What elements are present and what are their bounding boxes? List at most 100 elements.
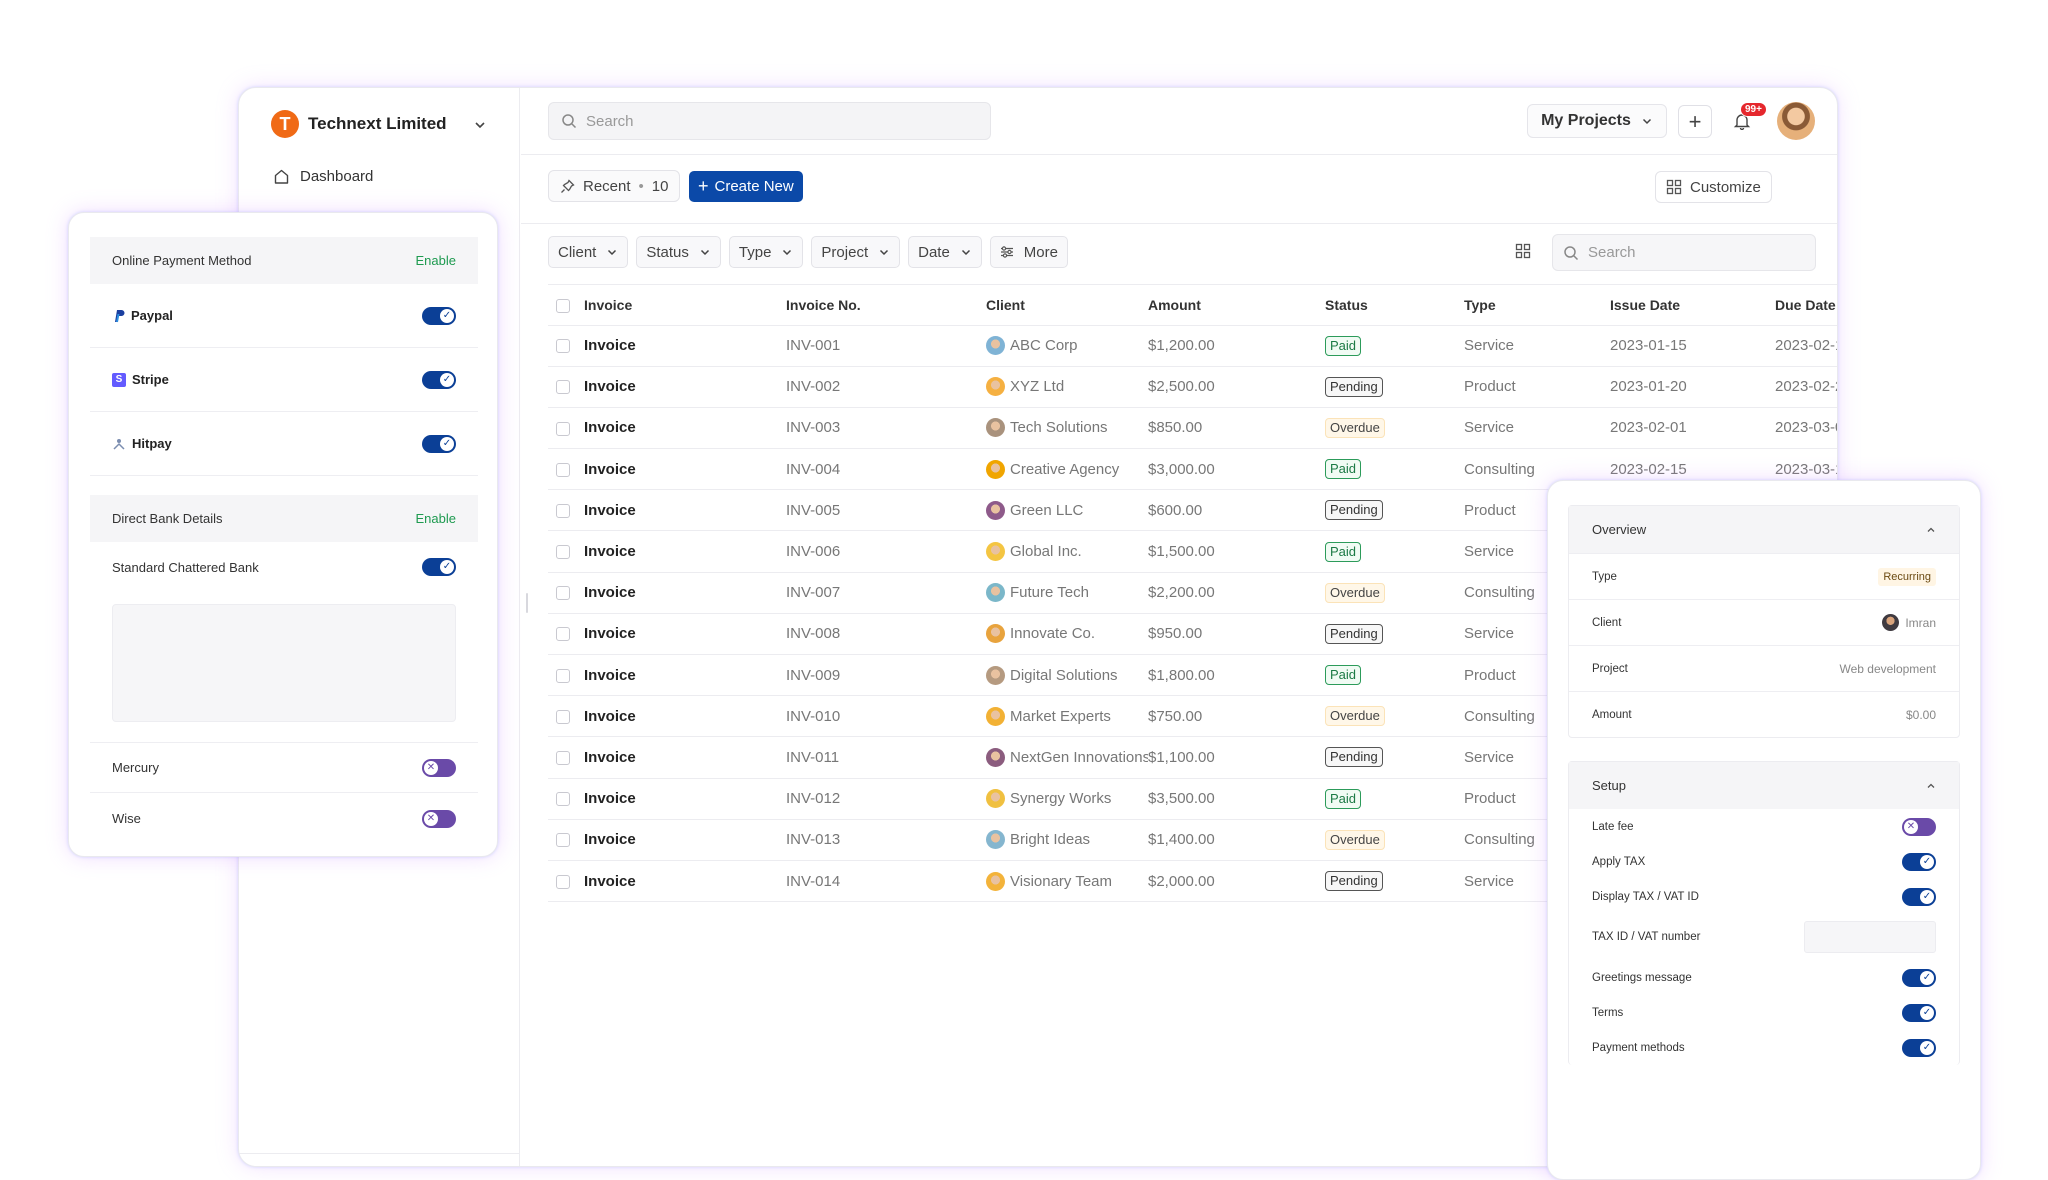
column-header[interactable]: Due Date	[1775, 296, 1836, 313]
type-tag[interactable]: Recurring	[1878, 567, 1936, 586]
row-select-cell[interactable]	[548, 736, 584, 779]
add-button[interactable]: +	[1678, 105, 1712, 138]
row-checkbox[interactable]	[556, 792, 570, 807]
customize-button[interactable]: Customize	[1655, 171, 1772, 203]
avatar	[986, 336, 1005, 356]
avatar	[986, 871, 1005, 891]
overview-header[interactable]: Overview	[1569, 506, 1959, 553]
sidebar-item-dashboard[interactable]: Dashboard	[273, 168, 373, 185]
grid-view-icon[interactable]	[1515, 243, 1531, 259]
filter-type[interactable]: Type	[728, 236, 804, 268]
tax-id-input[interactable]	[1804, 921, 1936, 953]
row-select-cell[interactable]	[548, 653, 584, 696]
row-select-cell[interactable]	[548, 448, 584, 490]
setting-toggle[interactable]: ✓	[1902, 1038, 1936, 1057]
table-search-input[interactable]: Search	[1552, 234, 1816, 271]
row-checkbox[interactable]	[556, 874, 570, 889]
row-checkbox[interactable]	[556, 668, 570, 683]
row-checkbox[interactable]	[556, 380, 570, 395]
row-select-cell[interactable]	[548, 777, 584, 820]
row-checkbox[interactable]	[556, 586, 570, 601]
column-header[interactable]: Status	[1325, 296, 1368, 313]
method-name: Wise	[112, 811, 141, 826]
bank-details-textarea[interactable]	[112, 604, 456, 722]
my-projects-dropdown[interactable]: My Projects	[1527, 104, 1667, 138]
row-select-cell[interactable]	[548, 859, 584, 903]
resize-handle[interactable]	[526, 593, 528, 613]
paypal-toggle[interactable]: ✓	[422, 306, 456, 325]
filter-project[interactable]: Project	[811, 236, 901, 268]
create-new-button[interactable]: + Create New	[689, 171, 803, 202]
row-checkbox[interactable]	[556, 545, 570, 560]
type-cell: Service	[1464, 406, 1610, 449]
client-value[interactable]: Imran	[1882, 614, 1936, 631]
stripe-toggle[interactable]: ✓	[422, 370, 456, 389]
status-cell: Overdue	[1325, 695, 1464, 737]
chevron-down-icon[interactable]	[473, 118, 487, 132]
select-all-cell[interactable]	[548, 285, 584, 325]
filter-client[interactable]: Client	[548, 236, 629, 268]
setup-header[interactable]: Setup	[1569, 762, 1959, 809]
mercury-toggle[interactable]: ✕	[422, 758, 456, 777]
row-checkbox[interactable]	[556, 421, 570, 436]
project-value[interactable]: Web development	[1839, 661, 1936, 676]
row-select-cell[interactable]	[548, 365, 584, 408]
filter-more[interactable]: More	[989, 236, 1068, 268]
setting-toggle[interactable]: ✓	[1902, 852, 1936, 871]
setting-toggle[interactable]: ✕	[1902, 817, 1936, 836]
row-select-cell[interactable]	[548, 695, 584, 737]
row-select-cell[interactable]	[548, 324, 584, 367]
column-header[interactable]: Client	[986, 296, 1025, 313]
layout-grid-icon	[1666, 179, 1682, 195]
enable-online-link[interactable]: Enable	[415, 253, 456, 268]
recent-button[interactable]: Recent • 10	[548, 170, 681, 202]
row-checkbox[interactable]	[556, 462, 570, 477]
column-header[interactable]: Issue Date	[1610, 296, 1681, 313]
table-row[interactable]: Invoice INV-004 Creative Agency $3,000.00 Pa…	[548, 448, 1837, 490]
wise-toggle[interactable]: ✕	[422, 809, 456, 828]
overview-amount-row: Amount $0.00	[1569, 691, 1959, 737]
chevron-down-icon	[608, 249, 617, 256]
select-all-checkbox[interactable]	[556, 298, 570, 313]
column-header[interactable]: Type	[1464, 296, 1496, 313]
invoice-type-cell: Invoice	[584, 365, 786, 408]
setting-toggle[interactable]: ✓	[1902, 1003, 1936, 1022]
row-select-cell[interactable]	[548, 818, 584, 861]
setting-toggle[interactable]: ✓	[1902, 968, 1936, 987]
row-checkbox[interactable]	[556, 709, 570, 724]
filter-status[interactable]: Status	[636, 236, 721, 268]
row-checkbox[interactable]	[556, 751, 570, 765]
org-switcher[interactable]: T Technext Limited	[271, 110, 447, 138]
stripe-label: S Stripe	[112, 372, 169, 387]
table-row[interactable]: Invoice INV-003 Tech Solutions $850.00 Overd…	[548, 406, 1837, 449]
filter-date[interactable]: Date	[908, 236, 982, 268]
table-row[interactable]: Invoice INV-001 ABC Corp $1,200.00 Paid Servi…	[548, 324, 1837, 367]
hitpay-toggle[interactable]: ✓	[422, 434, 456, 453]
payment-methods-panel: Online Payment Method Enable Paypal ✓ S …	[68, 212, 498, 857]
row-checkbox[interactable]	[556, 503, 570, 518]
column-header[interactable]: Invoice No.	[786, 296, 861, 313]
row-label: Project	[1592, 662, 1628, 675]
standard-chartered-toggle[interactable]: ✓	[422, 558, 456, 576]
user-avatar[interactable]	[1777, 102, 1815, 140]
chevron-down-icon	[961, 249, 970, 256]
amount-value[interactable]: $0.00	[1905, 707, 1936, 722]
enable-bank-link[interactable]: Enable	[415, 511, 456, 526]
invoice-type-cell: Invoice	[584, 612, 786, 655]
row-select-cell[interactable]	[548, 489, 584, 531]
row-checkbox[interactable]	[556, 833, 570, 848]
row-select-cell[interactable]	[548, 530, 584, 573]
table-row[interactable]: Invoice INV-013 Bright Ideas $1,400.00 Overd…	[548, 818, 1837, 861]
check-icon: ✓	[1920, 854, 1934, 869]
setting-toggle[interactable]: ✓	[1902, 887, 1936, 906]
setup-row: TAX ID / VAT number	[1569, 914, 1959, 960]
row-checkbox[interactable]	[556, 339, 570, 354]
column-header[interactable]: Invoice	[584, 296, 633, 313]
table-row[interactable]: Invoice INV-002 XYZ Ltd $2,500.00 Pending Pro…	[548, 365, 1837, 408]
global-search-input[interactable]: Search	[548, 102, 991, 140]
column-header[interactable]: Amount	[1148, 296, 1201, 313]
row-checkbox[interactable]	[556, 627, 570, 642]
row-select-cell[interactable]	[548, 571, 584, 614]
row-select-cell[interactable]	[548, 612, 584, 655]
row-select-cell[interactable]	[548, 406, 584, 449]
